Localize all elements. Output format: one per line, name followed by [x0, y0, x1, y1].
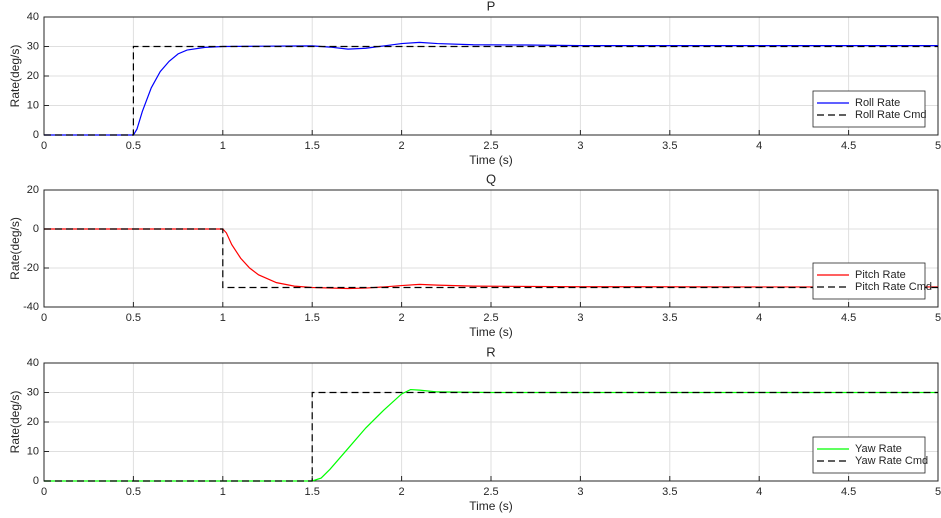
x-tick-label: 2.5	[483, 486, 498, 498]
y-tick-label: -40	[23, 301, 39, 313]
y-axis-label: Rate(deg/s)	[8, 391, 22, 454]
x-tick-label: 3.5	[662, 140, 677, 152]
x-tick-label: 1.5	[305, 312, 320, 324]
legend-box	[812, 90, 926, 128]
x-tick-label: 4.5	[841, 312, 856, 324]
x-axis-label: Time (s)	[469, 499, 513, 513]
x-tick-label: 1	[220, 486, 226, 498]
y-tick-label: 40	[27, 357, 39, 369]
x-tick-label: 2	[399, 312, 405, 324]
legend-label: Pitch Rate	[855, 269, 906, 281]
x-tick-label: 3.5	[662, 312, 677, 324]
axes-box	[43, 16, 939, 136]
legend-label: Yaw Rate	[855, 443, 902, 455]
y-tick-label: 20	[27, 184, 39, 196]
y-tick-label: -20	[23, 262, 39, 274]
x-tick-label: 5	[935, 140, 941, 152]
y-tick-label: 20	[27, 416, 39, 428]
x-tick-label: 1	[220, 312, 226, 324]
x-tick-label: 0	[41, 312, 47, 324]
x-tick-label: 1.5	[305, 140, 320, 152]
legend-box	[812, 436, 926, 474]
x-tick-label: 4	[756, 486, 762, 498]
x-tick-label: 4	[756, 140, 762, 152]
x-tick-label: 2	[399, 140, 405, 152]
y-axis-label: Rate(deg/s)	[8, 45, 22, 108]
series-line	[44, 45, 938, 136]
legend-label: Roll Rate Cmd	[855, 109, 927, 121]
chart-title: Q	[486, 171, 496, 186]
x-tick-label: 4.5	[841, 486, 856, 498]
legend-box	[812, 262, 926, 300]
x-tick-label: 0	[41, 486, 47, 498]
y-tick-label: 40	[27, 11, 39, 23]
x-tick-label: 4	[756, 312, 762, 324]
y-tick-label: 0	[33, 223, 39, 235]
chart-title: P	[487, 0, 496, 13]
y-tick-label: 10	[27, 99, 39, 111]
x-tick-label: 3.5	[662, 486, 677, 498]
x-tick-label: 3	[577, 140, 583, 152]
x-tick-label: 0.5	[126, 486, 141, 498]
x-tick-label: 2	[399, 486, 405, 498]
axes-box	[43, 362, 939, 482]
series-line	[44, 388, 938, 482]
series-line	[44, 391, 938, 482]
y-axis-label: Rate(deg/s)	[8, 217, 22, 280]
y-tick-label: 10	[27, 445, 39, 457]
x-axis-label: Time (s)	[469, 153, 513, 167]
x-tick-label: 3	[577, 312, 583, 324]
y-tick-label: 30	[27, 386, 39, 398]
y-tick-label: 0	[33, 475, 39, 487]
x-tick-label: 4.5	[841, 140, 856, 152]
x-tick-label: 1	[220, 140, 226, 152]
legend-label: Pitch Rate Cmd	[855, 281, 932, 293]
series-line	[44, 228, 938, 289]
y-tick-label: 0	[33, 129, 39, 141]
x-tick-label: 2.5	[483, 312, 498, 324]
legend-label: Roll Rate	[855, 97, 900, 109]
x-tick-label: 0.5	[126, 140, 141, 152]
x-tick-label: 1.5	[305, 486, 320, 498]
x-tick-label: 5	[935, 486, 941, 498]
x-tick-label: 0	[41, 140, 47, 152]
x-tick-label: 3	[577, 486, 583, 498]
axes-box	[43, 189, 939, 308]
legend-label: Yaw Rate Cmd	[855, 455, 928, 467]
x-tick-label: 5	[935, 312, 941, 324]
chart-title: R	[486, 344, 495, 359]
x-tick-label: 2.5	[483, 140, 498, 152]
y-tick-label: 30	[27, 40, 39, 52]
x-tick-label: 0.5	[126, 312, 141, 324]
x-axis-label: Time (s)	[469, 325, 513, 339]
y-tick-label: 20	[27, 70, 39, 82]
